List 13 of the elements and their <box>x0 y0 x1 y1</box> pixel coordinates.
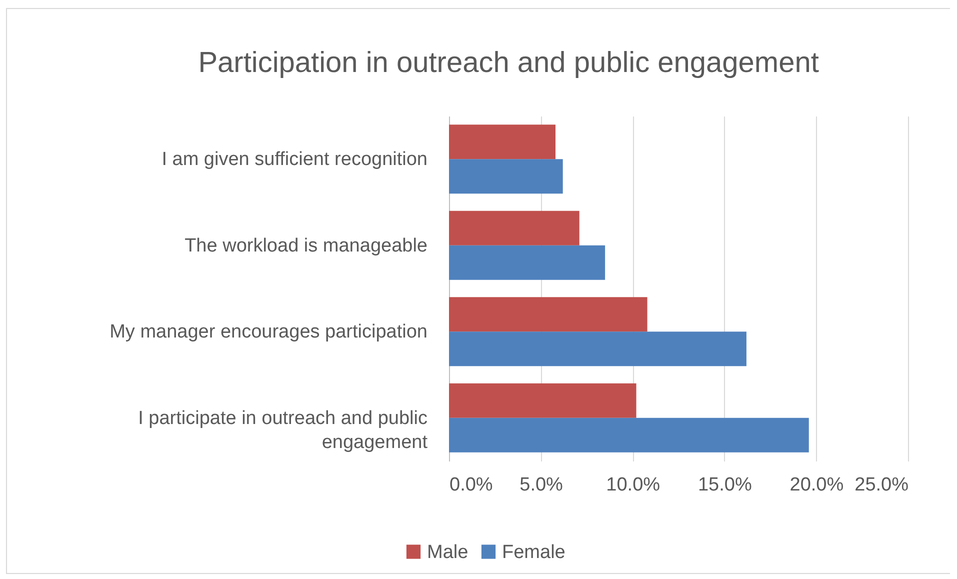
y-tick-label: I participate in outreach and public engagement <box>138 408 428 453</box>
y-tick-label: The workload is manageable <box>184 235 428 256</box>
x-tick-label: 10.0% <box>606 474 660 496</box>
y-tick-label: I am given sufficient recognition <box>162 149 428 170</box>
chart-title: Participation in outreach and public engagement <box>198 47 819 79</box>
x-tick-label: 20.0% <box>790 474 844 496</box>
legend-label: Female <box>502 542 566 563</box>
x-tick-label: 5.0% <box>520 474 564 496</box>
x-tick-label: 15.0% <box>698 474 752 496</box>
y-tick-label: My manager encourages participation <box>110 322 428 343</box>
legend-label: Male <box>427 542 468 563</box>
x-tick-label: 25.0% <box>854 474 909 496</box>
x-tick-label: 0.0% <box>450 474 493 496</box>
